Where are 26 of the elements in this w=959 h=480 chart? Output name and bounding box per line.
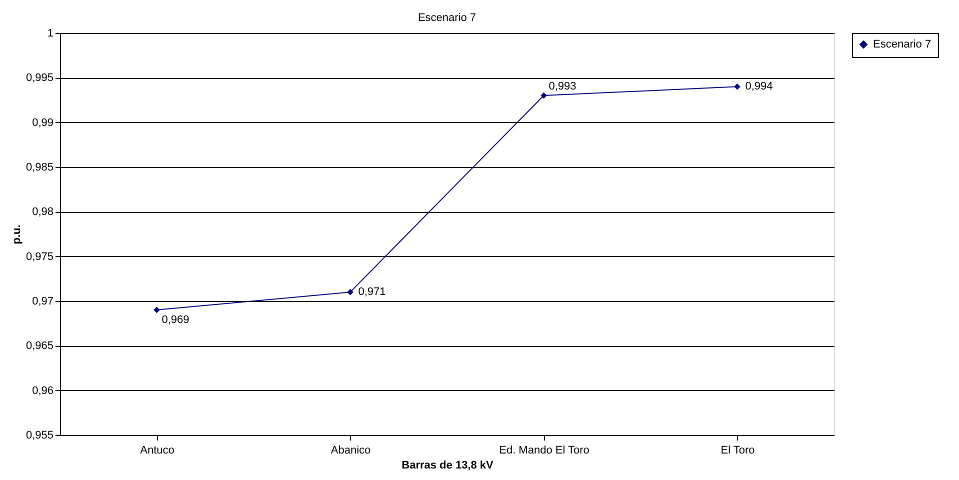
y-tick-label: 0,985 [26,162,54,174]
data-label: 0,994 [745,80,773,93]
y-tick-label: 0,97 [32,296,54,308]
y-tick-label: 0,975 [26,250,54,263]
x-tick-label: Abanico [330,444,371,456]
y-tick-label: 0,99 [32,116,54,129]
y-tick-label: 0,965 [26,340,54,352]
point [540,92,547,99]
data-label: 0,969 [162,314,190,326]
point [734,83,740,90]
point [347,288,354,296]
x-axis-title: Barras de 13,8 kV [402,460,494,472]
data-label: 0,993 [548,80,576,93]
y-tick-label: 0,98 [32,206,54,218]
legend-label: Escenario 7 [873,38,932,50]
x-tick-label: El Toro [720,444,755,456]
x-tick-label: Antuco [140,444,174,456]
y-tick-label: 0,995 [26,72,54,84]
y-tick-label: 0,955 [26,430,54,442]
point [154,306,160,314]
y-tick-label: 1 [47,28,54,40]
y-axis-title: p.u. [10,224,23,244]
x-tick-label: Ed. Mando El Toro [499,444,590,456]
y-tick-label: 0,96 [32,384,54,397]
chart-title: Escenario 7 [418,12,476,24]
data-label: 0,971 [358,286,386,298]
